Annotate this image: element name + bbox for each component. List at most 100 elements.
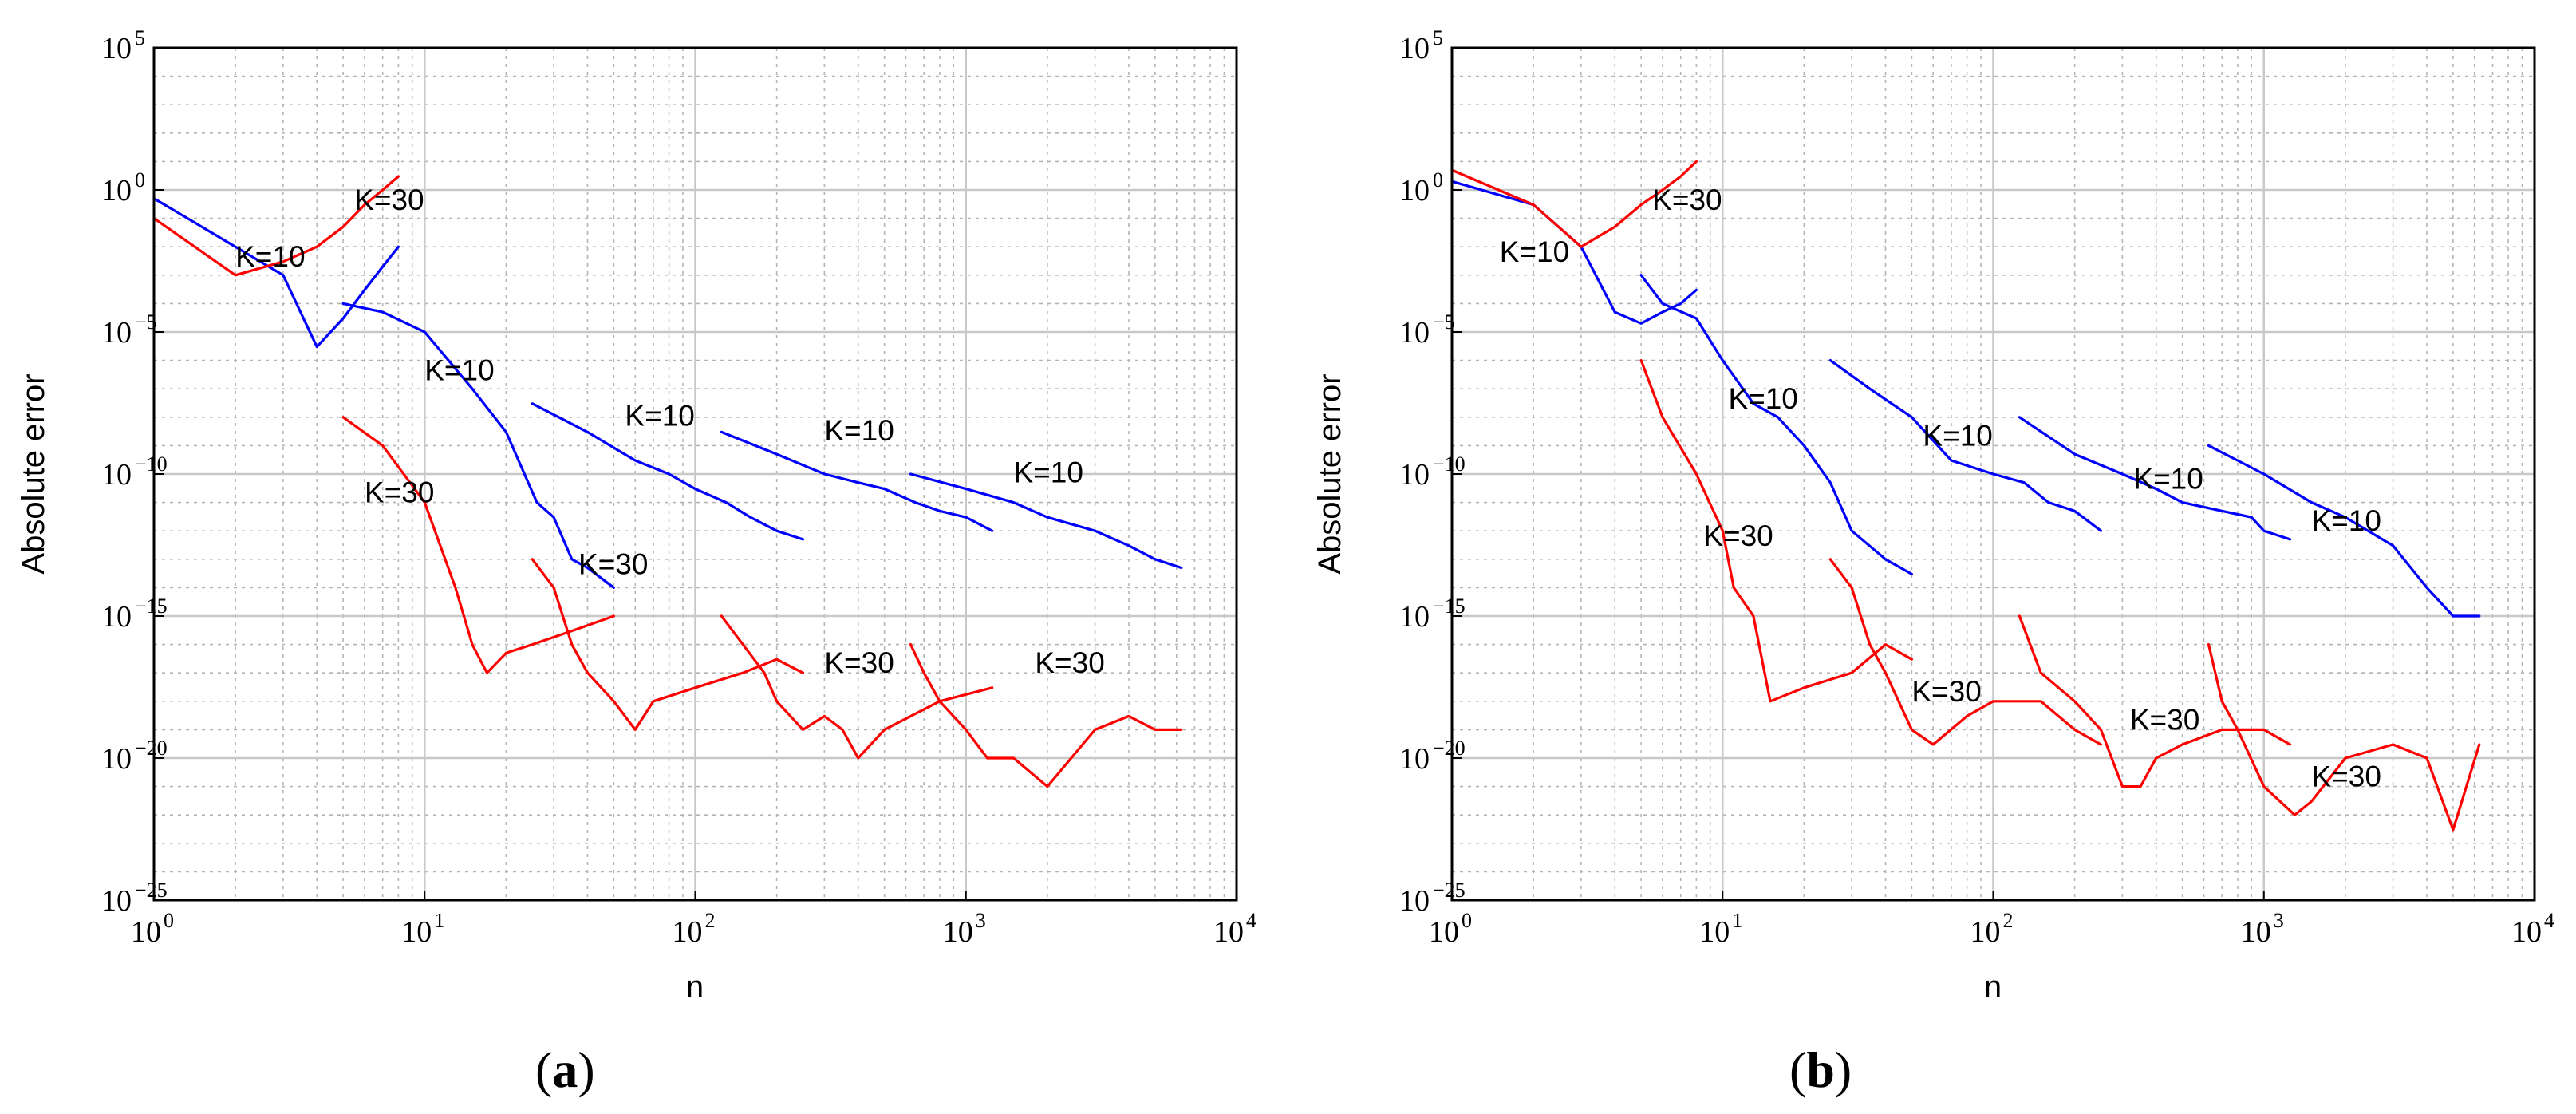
x-tick-label-exponent: 1 xyxy=(1732,909,1742,932)
series-line-2 xyxy=(1639,274,1913,576)
ticks-a: 10 0 10 1 10 2 10 3 10 4510010−510−1010−1510−2010… xyxy=(101,26,1256,949)
panel-letter-a: a xyxy=(552,1041,578,1098)
y-axis-label-b: Absolute error xyxy=(1312,373,1347,574)
plot-border-a xyxy=(152,46,1238,902)
x-axis-label-a: n xyxy=(686,970,704,1005)
series-line-3 xyxy=(1828,359,2103,532)
x-tick-label: 10 xyxy=(401,915,432,949)
series-line-9 xyxy=(2018,614,2292,788)
curve-annotation: K=30 xyxy=(365,476,434,509)
y-tick-label-exponent: −15 xyxy=(135,595,168,618)
series-line-7 xyxy=(1639,359,1913,703)
x-tick-label: 10 xyxy=(673,915,703,949)
x-tick-label-exponent: 4 xyxy=(1246,909,1256,932)
series-line-1 xyxy=(152,197,400,349)
curves-b xyxy=(1450,160,2481,832)
panel-letter-b: b xyxy=(1806,1041,1835,1098)
curve-annotation: K=10 xyxy=(625,400,694,433)
y-tick-label: 10 xyxy=(101,174,132,207)
y-tick-label: 10 xyxy=(1399,316,1430,350)
x-tick-label: 10 xyxy=(943,915,973,949)
x-tick-label-exponent: 2 xyxy=(705,909,716,932)
y-tick-label-exponent: −25 xyxy=(1433,879,1466,902)
series-line-8 xyxy=(531,558,805,732)
plot-border-b xyxy=(1450,46,2536,902)
series-line-5 xyxy=(909,472,1183,570)
x-tick-label-exponent: 2 xyxy=(2003,909,2014,932)
y-tick-label-exponent: −20 xyxy=(135,737,168,760)
y-tick-label: 10 xyxy=(1399,174,1430,207)
annotations-a: K=30 K=10 K=10 K=10 K=10 K=10 K=30 K=30 K=30 K=30 xyxy=(235,184,1105,679)
curve-annotation: K=30 xyxy=(2311,760,2381,793)
y-tick-label: 10 xyxy=(1399,458,1430,492)
x-tick-label-exponent: 3 xyxy=(2274,909,2284,932)
y-tick-label-exponent: −15 xyxy=(1433,595,1466,618)
y-tick-label-exponent: −10 xyxy=(135,452,168,476)
y-tick-label-exponent: −25 xyxy=(135,879,168,902)
x-tick-label-exponent: 0 xyxy=(1462,909,1472,932)
x-tick-label-exponent: 3 xyxy=(976,909,986,932)
series-line-5 xyxy=(2207,444,2481,618)
series-line-9 xyxy=(720,614,994,760)
y-tick-label: 10 xyxy=(101,742,132,776)
x-tick-label: 10 xyxy=(1429,915,1459,949)
curve-annotation: K=10 xyxy=(235,240,305,273)
annotations-b: K=30 K=10 K=10 K=10 K=10 K=10 K=30 K=30 K=30 K=30 xyxy=(1500,184,2381,793)
curve-annotation: K=10 xyxy=(2311,504,2381,537)
series-line-6 xyxy=(152,175,400,277)
y-tick-label: 10 xyxy=(1399,32,1430,65)
curve-annotation: K=10 xyxy=(1923,419,1992,452)
panel-label-a: (a) xyxy=(535,1041,595,1098)
x-tick-label: 10 xyxy=(1970,915,2001,949)
series-line-10 xyxy=(2207,642,2481,832)
series-line-6 xyxy=(1450,160,1698,248)
y-tick-label-exponent: −20 xyxy=(1433,737,1466,760)
x-tick-label-exponent: 1 xyxy=(434,909,444,932)
panel-label-b: (b) xyxy=(1789,1041,1852,1098)
y-tick-label-exponent: 5 xyxy=(135,26,145,49)
x-tick-label: 10 xyxy=(1699,915,1730,949)
x-axis-label-b: n xyxy=(1984,970,2002,1005)
curve-annotation: K=30 xyxy=(824,646,894,679)
curve-annotation: K=30 xyxy=(1652,184,1722,216)
x-tick-label-exponent: 0 xyxy=(164,909,174,932)
y-tick-label: 10 xyxy=(1399,742,1430,776)
curve-annotation: K=10 xyxy=(1728,382,1797,415)
y-tick-label: 10 xyxy=(101,884,132,918)
x-tick-label-exponent: 4 xyxy=(2544,909,2554,932)
y-tick-label: 10 xyxy=(101,32,132,65)
curve-annotation: K=30 xyxy=(1035,646,1104,679)
y-tick-label-exponent: −10 xyxy=(1433,452,1466,476)
curve-annotation: K=10 xyxy=(2133,463,2203,496)
x-tick-label: 10 xyxy=(131,915,161,949)
series-line-7 xyxy=(341,416,616,674)
curve-annotation: K=30 xyxy=(354,184,424,216)
x-tick-label: 10 xyxy=(1213,915,1244,949)
panel-a: K=30K=10K=10K=10 K=10K=10K=30K=30K=30 K=30… xyxy=(16,26,1256,1098)
x-tick-label: 10 xyxy=(2241,915,2271,949)
curve-annotation: K=10 xyxy=(824,414,894,447)
curve-annotation: K=30 xyxy=(2130,703,2199,736)
y-tick-label: 10 xyxy=(101,600,132,634)
x-tick-label: 10 xyxy=(2511,915,2542,949)
curve-annotation: K=10 xyxy=(424,354,494,386)
y-tick-label-exponent: 0 xyxy=(135,168,145,192)
curve-annotation: K=10 xyxy=(1013,456,1083,489)
y-tick-label: 10 xyxy=(101,316,132,350)
curves-a xyxy=(152,175,1183,788)
y-tick-label: 10 xyxy=(101,458,132,492)
y-tick-label-exponent: 0 xyxy=(1433,168,1443,192)
y-tick-label-exponent: 5 xyxy=(1433,26,1443,49)
curve-annotation: K=30 xyxy=(578,547,648,580)
series-line-3 xyxy=(531,402,805,541)
series-line-10 xyxy=(909,642,1183,788)
series-line-4 xyxy=(2018,416,2292,541)
curve-annotation: K=30 xyxy=(1703,519,1773,552)
y-tick-label: 10 xyxy=(1399,600,1430,634)
series-line-4 xyxy=(720,430,994,532)
curve-annotation: K=30 xyxy=(1911,675,1981,708)
y-axis-label-a: Absolute error xyxy=(16,373,51,574)
y-tick-label: 10 xyxy=(1399,884,1430,918)
panel-b: K=30K=10K=10K=10K=10K=10K=30K=30K=30K=30… xyxy=(1312,26,2554,1098)
